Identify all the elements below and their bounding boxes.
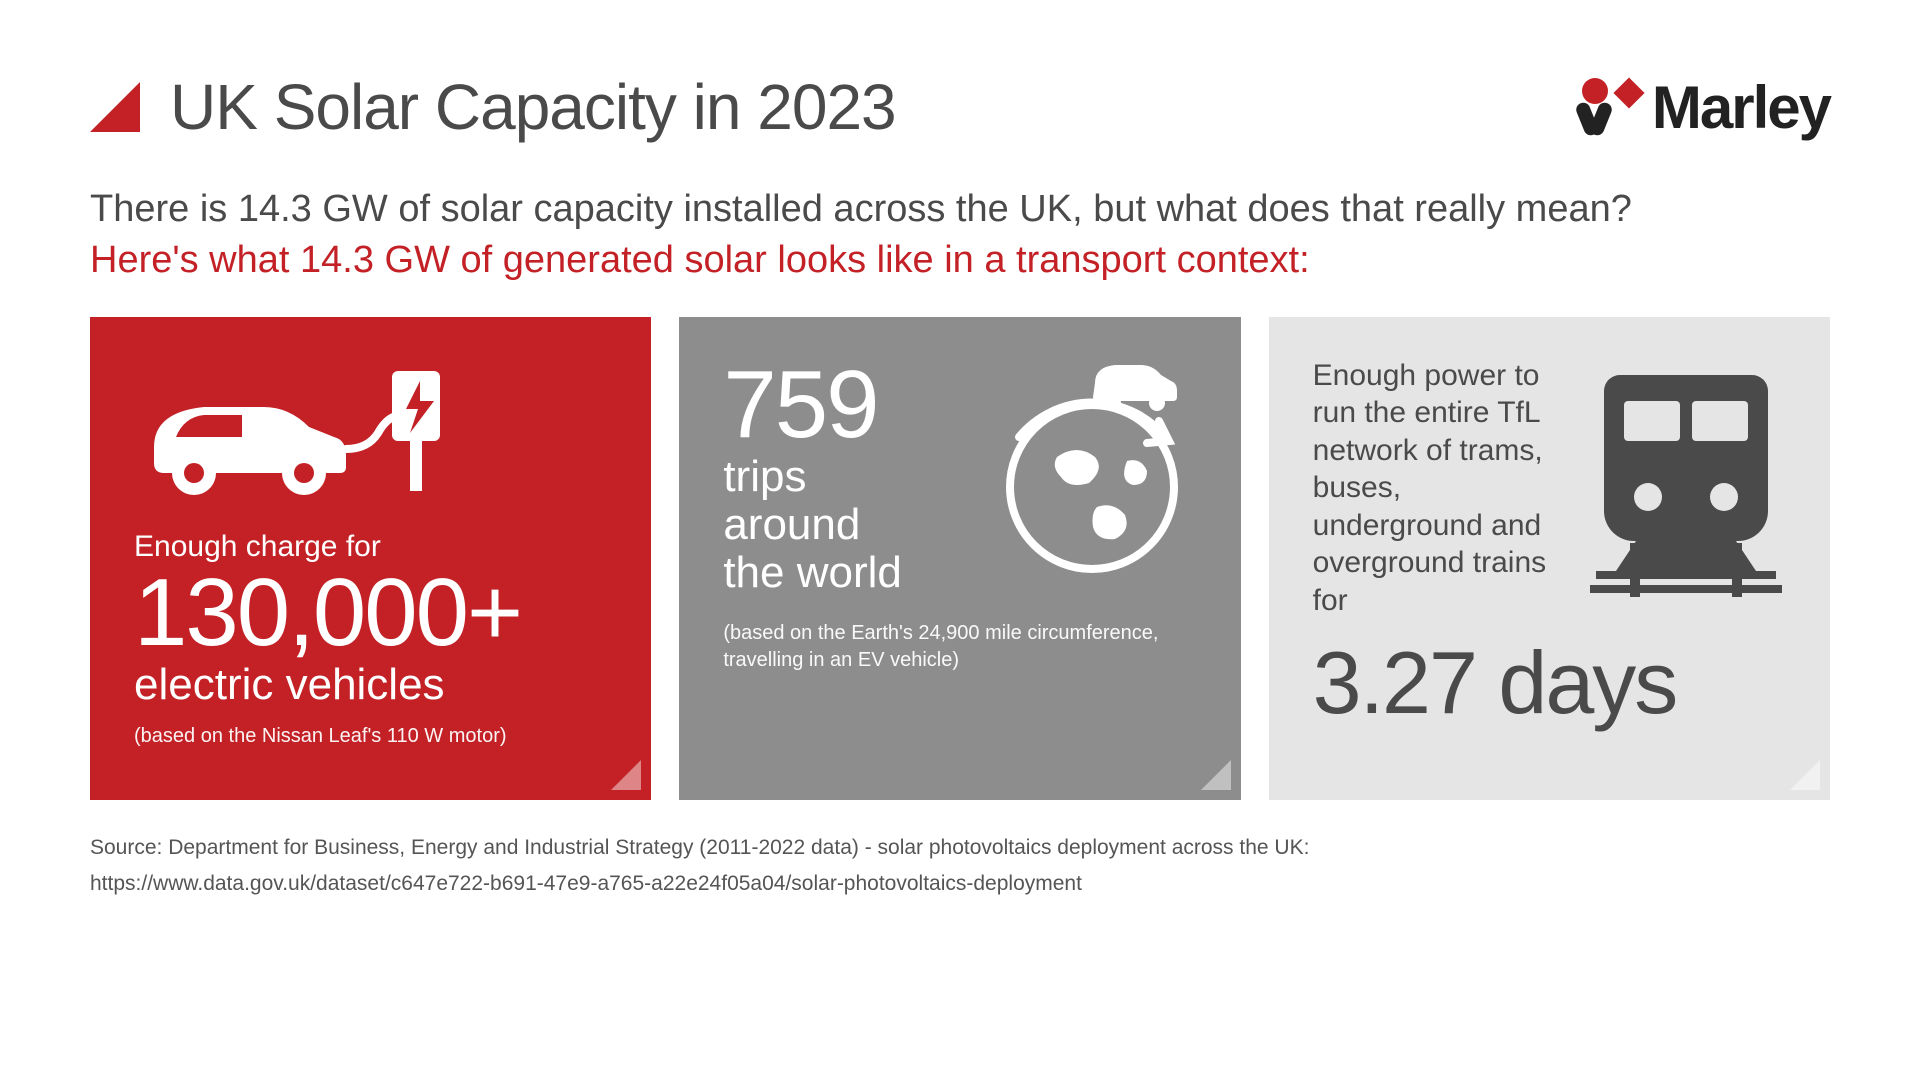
title-triangle-icon <box>90 82 140 132</box>
person-icon <box>1580 76 1642 138</box>
ev-charging-icon <box>134 357 607 502</box>
card-tfl-big: 3.27 days <box>1313 639 1786 727</box>
card-ev-big: 130,000+ <box>134 565 607 661</box>
source-line-1: Source: Department for Business, Energy … <box>90 830 1830 866</box>
intro-text: There is 14.3 GW of solar capacity insta… <box>90 184 1830 287</box>
card-ev-note: (based on the Nissan Leaf's 110 W motor) <box>134 723 607 750</box>
source-line-2: https://www.data.gov.uk/dataset/c647e722… <box>90 866 1830 902</box>
infographic-page: UK Solar Capacity in 2023 Marley There i… <box>0 0 1920 1080</box>
intro-line-2: Here's what 14.3 GW of generated solar l… <box>90 235 1830 286</box>
title-wrap: UK Solar Capacity in 2023 <box>90 70 896 144</box>
card-globe-sub: trips around the world <box>723 453 956 598</box>
card-globe-note: (based on the Earth's 24,900 mile circum… <box>723 620 1196 674</box>
globe-car-icon <box>987 357 1197 592</box>
train-icon <box>1586 357 1786 612</box>
card-ev-sub: electric vehicles <box>134 661 607 709</box>
page-title: UK Solar Capacity in 2023 <box>170 70 896 144</box>
corner-icon <box>1790 760 1820 790</box>
intro-line-1: There is 14.3 GW of solar capacity insta… <box>90 188 1632 230</box>
corner-icon <box>1201 760 1231 790</box>
card-ev: Enough charge for 130,000+ electric vehi… <box>90 317 651 801</box>
source-footer: Source: Department for Business, Energy … <box>90 830 1830 901</box>
card-tfl: Enough power to run the entire TfL netwo… <box>1269 317 1830 801</box>
header: UK Solar Capacity in 2023 Marley <box>90 70 1830 144</box>
card-globe-big: 759 <box>723 357 956 453</box>
card-globe: 759 trips around the world <box>679 317 1240 801</box>
corner-icon <box>611 760 641 790</box>
card-grid: Enough charge for 130,000+ electric vehi… <box>90 317 1830 801</box>
brand-logo: Marley <box>1580 73 1830 142</box>
card-tfl-lead: Enough power to run the entire TfL netwo… <box>1313 357 1562 620</box>
brand-name: Marley <box>1652 73 1830 142</box>
